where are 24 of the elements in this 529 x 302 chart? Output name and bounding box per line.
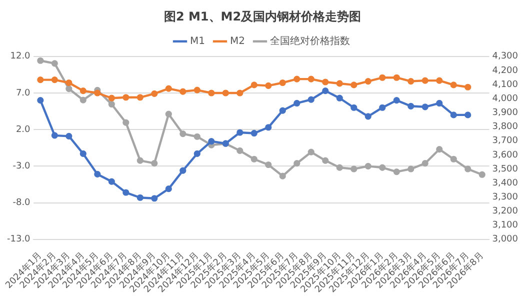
y-tick-label: -8.0 (12, 198, 31, 208)
y2-tick-label: 3,600 (492, 150, 518, 160)
y-tick-label: 2.0 (16, 124, 31, 135)
legend-label: M1 (190, 36, 206, 47)
y2-tick-label: 3,200 (492, 206, 518, 217)
y2-tick-label: 3,400 (492, 178, 518, 188)
y2-tick-label: 4,100 (492, 80, 518, 90)
y-tick-label: -3.0 (12, 162, 31, 172)
y2-tick-label: 4,200 (492, 66, 518, 76)
y2-tick-label: 3,800 (492, 122, 518, 132)
y2-tick-label: 3,100 (492, 220, 518, 231)
y2-tick-label: 3,300 (492, 192, 518, 202)
chart-title: 图2 M1、M2及国内钢材价格走势图 (164, 9, 362, 24)
y-tick-label: 12.0 (10, 52, 31, 62)
y2-tick-label: 3,500 (492, 164, 518, 174)
legend-label: 全国绝对价格指数 (270, 34, 350, 47)
y-tick-label: -13.0 (6, 234, 31, 245)
y2-tick-label: 3,900 (492, 108, 518, 118)
y2-tick-label: 3,000 (492, 234, 518, 245)
y2-tick-label: 3,700 (492, 136, 518, 146)
y2-tick-label: 4,300 (492, 52, 518, 62)
legend-label: M2 (230, 36, 245, 47)
y2-tick-label: 4,000 (492, 94, 518, 104)
y-tick-label: 7.0 (16, 88, 31, 98)
